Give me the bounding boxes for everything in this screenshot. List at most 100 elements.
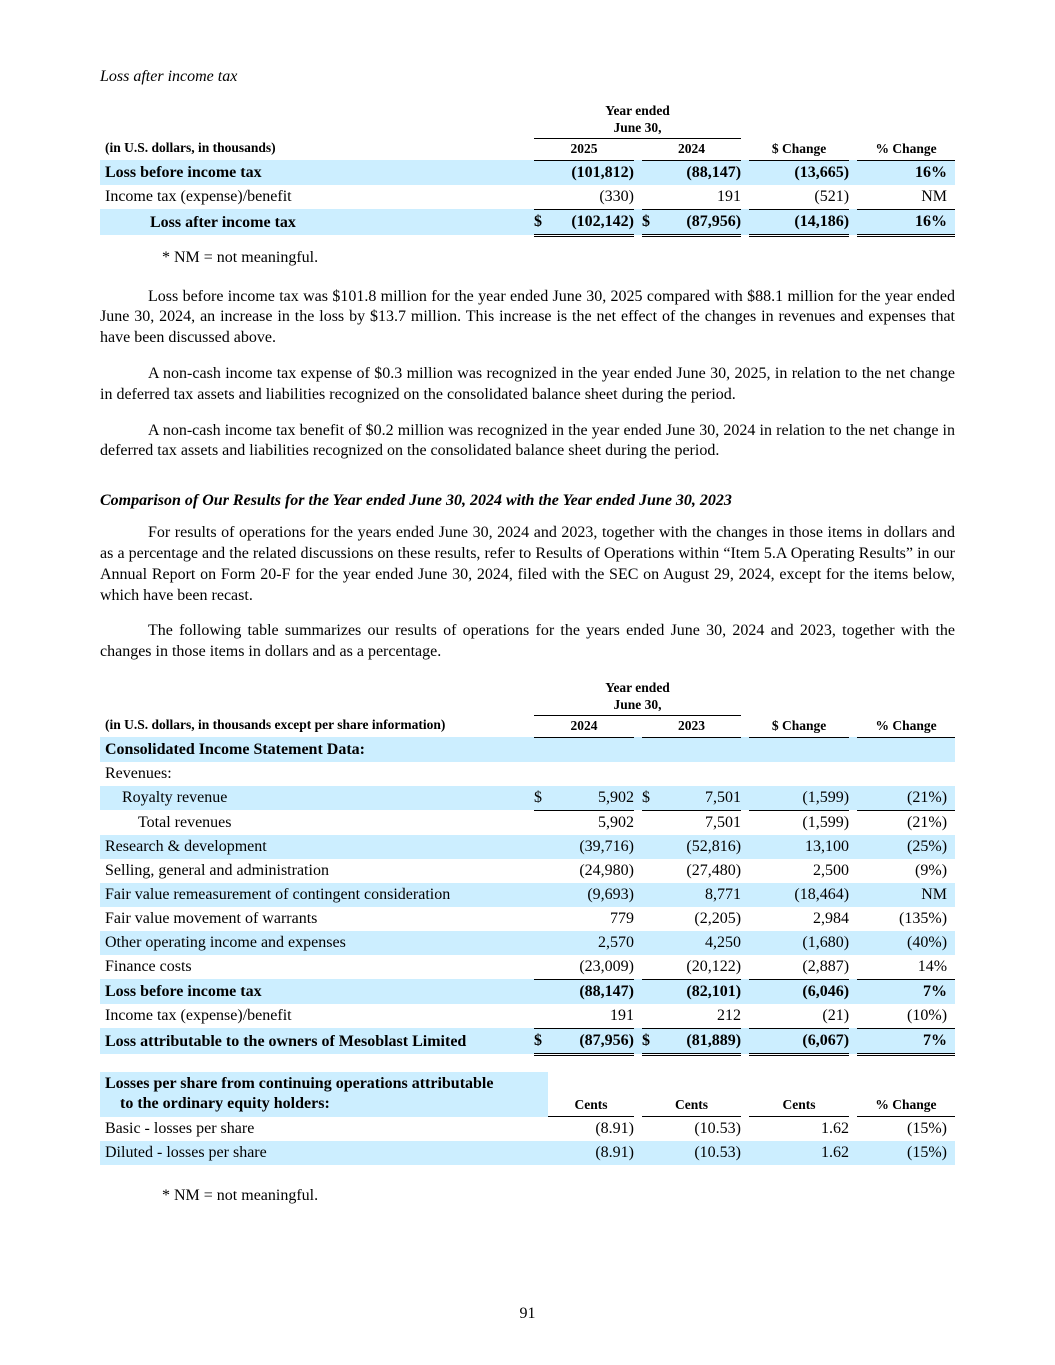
value-percent-change: (21%) — [857, 785, 956, 811]
gap-cell — [634, 859, 642, 883]
value-2023: 7,501 — [656, 785, 742, 811]
value-2023: 212 — [656, 1003, 742, 1029]
value-2025: (330) — [548, 184, 634, 210]
column-header-row: Losses per share from continuing operati… — [100, 1071, 955, 1118]
gap-cell — [849, 160, 858, 185]
footnote-nm: * NM = not meaningful. — [162, 248, 319, 266]
column-header-percent-change: % Change — [857, 138, 956, 161]
section-label: Consolidated Income Statement Data: — [100, 737, 956, 762]
value-2024: 779 — [610, 909, 634, 927]
row-label: Loss after income tax — [100, 209, 528, 236]
paragraph: Loss before income tax was $101.8 millio… — [100, 287, 955, 347]
period-header: Year ended June 30, — [534, 678, 742, 716]
value-change-cents: 1.62 — [821, 1120, 849, 1138]
value-dollar-change: 13,100 — [749, 834, 850, 859]
value-2024: (87,956) — [548, 1028, 634, 1056]
gap-cell — [634, 785, 642, 811]
gap-cell — [741, 979, 750, 1004]
row-label: Research & development — [100, 834, 528, 859]
value-2023: (81,889) — [656, 1028, 742, 1056]
gap-cell — [634, 185, 642, 210]
unit-label: (in U.S. dollars, in thousands) — [105, 140, 276, 156]
value-2023-cents: (10.53) — [694, 1120, 741, 1138]
gap-cell — [100, 102, 528, 138]
gap-cell — [741, 810, 749, 835]
table-row: Fair value remeasurement of contingent c… — [100, 882, 956, 907]
losses-per-share-table: Losses per share from continuing operati… — [100, 1071, 955, 1166]
value-2023: (52,816) — [656, 834, 742, 859]
gap-cell — [741, 679, 749, 715]
period-line2: June 30, — [613, 696, 662, 712]
gap-cell — [634, 882, 642, 907]
gap-cell — [528, 979, 534, 1004]
value-percent-change: (21%) — [907, 813, 948, 831]
row-label: Income tax (expense)/benefit — [105, 1007, 292, 1025]
value-dollar-change: (2,887) — [749, 954, 850, 980]
section-label: Revenues: — [105, 764, 172, 782]
value-2024: 191 — [548, 1003, 634, 1029]
gap-cell — [741, 185, 749, 210]
value-percent-change: NM — [857, 882, 956, 907]
currency-symbol — [642, 954, 656, 980]
gap-cell — [857, 679, 955, 715]
gap-cell — [741, 859, 749, 883]
currency-symbol: $ — [534, 1028, 548, 1056]
value-dollar-change: 2,500 — [813, 861, 850, 879]
losses-per-share-header-label: Losses per share from continuing operati… — [100, 1071, 548, 1117]
currency-symbol — [534, 882, 548, 907]
gap-cell — [741, 930, 750, 955]
gap-cell — [741, 1072, 749, 1117]
column-header-row: (in U.S. dollars, in thousands) 2025 202… — [100, 138, 956, 161]
table-row: Loss attributable to the owners of Mesob… — [100, 1028, 956, 1056]
value-percent-change: (10%) — [857, 1003, 956, 1029]
currency-symbol — [534, 834, 548, 859]
currency-symbol — [642, 810, 656, 835]
value-2023: (27,480) — [686, 861, 742, 879]
value-percent-change: (15%) — [857, 1141, 955, 1166]
gap-cell — [849, 979, 858, 1004]
column-header-dollar-change: $ Change — [749, 715, 850, 738]
gap-cell — [741, 715, 749, 737]
gap-cell — [634, 1072, 642, 1117]
row-label: Fair value movement of warrants — [105, 909, 318, 927]
currency-symbol — [642, 859, 656, 883]
gap-cell — [849, 882, 858, 907]
gap-cell — [634, 1141, 642, 1166]
section-heading-comparison: Comparison of Our Results for the Year e… — [100, 492, 732, 510]
header-label-line1: Losses per share from continuing operati… — [105, 1074, 494, 1092]
period-line1: Year ended — [605, 103, 670, 118]
gap-cell — [849, 185, 857, 210]
currency-symbol — [642, 1117, 656, 1142]
currency-symbol — [534, 160, 548, 185]
currency-symbol — [534, 979, 548, 1004]
gap-cell — [741, 1028, 750, 1055]
value-2024: (24,980) — [579, 861, 634, 879]
gap-cell — [849, 834, 858, 859]
value-percent-change: (40%) — [857, 930, 956, 955]
value-dollar-change: (18,464) — [749, 882, 850, 907]
gap-cell — [528, 1028, 534, 1055]
value-dollar-change: (1,680) — [749, 930, 850, 955]
value-percent-change: (25%) — [857, 834, 956, 859]
gap-cell — [741, 1117, 749, 1142]
table-row: Basic - losses per share (8.91) (10.53) … — [100, 1117, 955, 1142]
loss-after-income-tax-table: Year ended June 30, (in U.S. dollars, in… — [100, 102, 956, 237]
currency-symbol — [534, 859, 548, 883]
results-of-operations-table: Year ended June 30, (in U.S. dollars, in… — [100, 678, 956, 1056]
row-label: Loss before income tax — [100, 979, 528, 1004]
paragraph: The following table summarizes our resul… — [100, 622, 955, 661]
value-percent-change: NM — [857, 184, 956, 210]
gap-cell — [849, 1028, 858, 1055]
gap-cell — [528, 882, 534, 907]
section-row: Revenues: — [100, 762, 955, 786]
currency-symbol — [642, 907, 656, 931]
gap-cell — [741, 882, 750, 907]
period-line1: Year ended — [605, 679, 670, 695]
row-label: Loss before income tax — [100, 160, 528, 185]
value-percent-change: 7% — [857, 979, 956, 1004]
currency-symbol — [642, 1141, 656, 1166]
gap-cell — [741, 1141, 749, 1166]
period-line2: June 30, — [613, 119, 662, 135]
value-dollar-change: (21) — [749, 1003, 850, 1029]
